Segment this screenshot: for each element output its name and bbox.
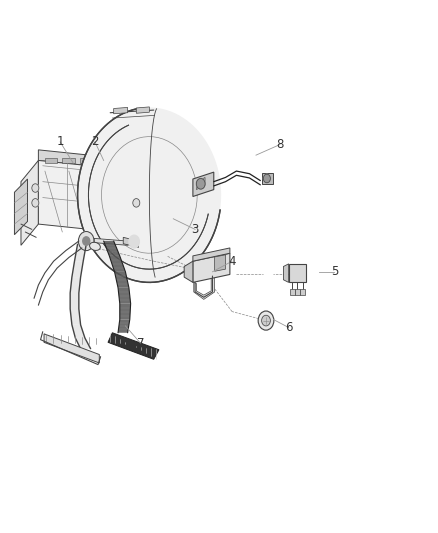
Polygon shape xyxy=(110,256,125,272)
Polygon shape xyxy=(14,179,28,235)
Circle shape xyxy=(133,199,140,207)
Polygon shape xyxy=(115,158,127,163)
Circle shape xyxy=(263,174,270,183)
Text: 4: 4 xyxy=(228,255,236,268)
Polygon shape xyxy=(44,334,99,363)
Circle shape xyxy=(258,311,274,330)
Circle shape xyxy=(129,235,139,248)
Polygon shape xyxy=(193,253,230,282)
Polygon shape xyxy=(45,158,57,163)
Polygon shape xyxy=(78,108,221,282)
Polygon shape xyxy=(72,325,85,338)
Polygon shape xyxy=(108,333,159,359)
Polygon shape xyxy=(193,248,230,261)
Polygon shape xyxy=(94,238,127,245)
Polygon shape xyxy=(21,160,39,245)
Polygon shape xyxy=(104,241,120,256)
Polygon shape xyxy=(72,261,83,277)
Circle shape xyxy=(196,179,205,189)
Polygon shape xyxy=(300,289,305,295)
Polygon shape xyxy=(184,261,193,282)
Polygon shape xyxy=(70,277,81,293)
Circle shape xyxy=(32,199,39,207)
Polygon shape xyxy=(193,172,214,197)
Text: 3: 3 xyxy=(191,223,199,236)
Polygon shape xyxy=(115,272,129,288)
Circle shape xyxy=(32,184,39,192)
Polygon shape xyxy=(70,309,81,325)
Polygon shape xyxy=(62,158,74,163)
Polygon shape xyxy=(136,107,149,114)
Text: 2: 2 xyxy=(91,135,99,148)
Text: 5: 5 xyxy=(331,265,338,278)
Polygon shape xyxy=(74,244,86,261)
Ellipse shape xyxy=(90,243,100,251)
Polygon shape xyxy=(80,158,92,163)
Polygon shape xyxy=(123,237,138,247)
Polygon shape xyxy=(114,108,127,114)
Text: 7: 7 xyxy=(137,337,145,350)
Polygon shape xyxy=(75,338,91,349)
Circle shape xyxy=(83,237,90,245)
Polygon shape xyxy=(290,289,295,295)
Polygon shape xyxy=(194,274,215,300)
Polygon shape xyxy=(295,289,300,295)
Text: 6: 6 xyxy=(285,321,293,334)
Polygon shape xyxy=(120,304,131,319)
Circle shape xyxy=(78,231,94,251)
Text: 8: 8 xyxy=(276,138,284,151)
Polygon shape xyxy=(215,255,226,271)
Polygon shape xyxy=(196,177,205,190)
Polygon shape xyxy=(118,288,131,304)
Polygon shape xyxy=(289,264,306,282)
Polygon shape xyxy=(97,158,110,163)
Polygon shape xyxy=(39,150,141,171)
Polygon shape xyxy=(283,264,289,282)
Polygon shape xyxy=(118,319,130,333)
Polygon shape xyxy=(39,160,141,235)
Polygon shape xyxy=(261,173,272,184)
Text: 1: 1 xyxy=(57,135,64,148)
Polygon shape xyxy=(70,293,79,309)
Circle shape xyxy=(261,316,270,326)
